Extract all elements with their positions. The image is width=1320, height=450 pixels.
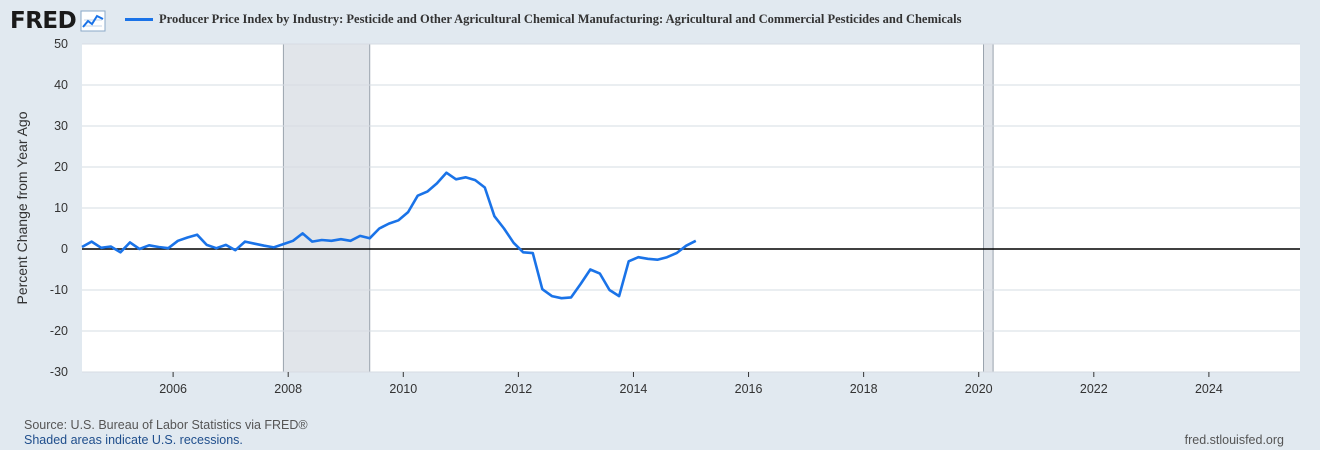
legend-series-swatch	[125, 18, 153, 21]
legend-series-label: Producer Price Index by Industry: Pestic…	[159, 12, 962, 26]
x-tick-label-2020: 2020	[965, 382, 993, 396]
y-tick-label--10: -10	[50, 283, 68, 297]
x-tick-label-2018: 2018	[850, 382, 878, 396]
y-tick-label-50: 50	[54, 37, 68, 51]
y-tick-label-20: 20	[54, 160, 68, 174]
footer-recession-note[interactable]: Shaded areas indicate U.S. recessions.	[24, 433, 243, 447]
x-tick-label-2006: 2006	[159, 382, 187, 396]
y-tick-label-30: 30	[54, 119, 68, 133]
chart-legend: Producer Price Index by Industry: Pestic…	[125, 12, 962, 27]
x-tick-label-2010: 2010	[389, 382, 417, 396]
y-tick-label-10: 10	[54, 201, 68, 215]
x-axis-ticks: 2006 2008 2010 2012 2014 2016 2018 2020 2022 2024	[159, 372, 1223, 396]
y-tick-label--20: -20	[50, 324, 68, 338]
y-tick-label-0: 0	[61, 242, 68, 256]
fred-logo-text: FRED	[10, 8, 77, 34]
fred-logo[interactable]: FRED	[10, 6, 106, 36]
footer-url[interactable]: fred.stlouisfed.org	[1184, 433, 1284, 447]
x-tick-label-2012: 2012	[504, 382, 532, 396]
y-axis-label: Percent Change from Year Ago	[14, 111, 30, 304]
x-tick-label-2008: 2008	[274, 382, 302, 396]
y-tick-label-40: 40	[54, 78, 68, 92]
x-tick-label-2014: 2014	[620, 382, 648, 396]
y-tick-label--30: -30	[50, 365, 68, 379]
x-tick-label-2022: 2022	[1080, 382, 1108, 396]
x-tick-label-2024: 2024	[1195, 382, 1223, 396]
x-tick-label-2016: 2016	[735, 382, 763, 396]
grid-lines	[82, 43, 1300, 373]
footer-source: Source: U.S. Bureau of Labor Statistics …	[24, 418, 308, 432]
chart-line-icon	[80, 10, 106, 32]
y-axis-ticks: 50 40 30 20 10 0 -10 -20 -30	[50, 37, 68, 379]
series-line	[81, 171, 697, 300]
